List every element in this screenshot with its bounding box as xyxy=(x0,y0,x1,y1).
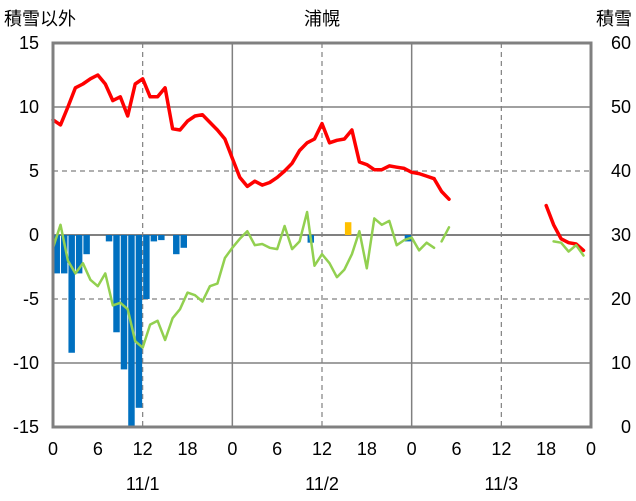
date-label-0: 11/1 xyxy=(126,474,160,494)
x-tick-8: 0 xyxy=(407,439,417,459)
bar-precip_snow-8 xyxy=(128,235,135,427)
bar-precip_snow-12 xyxy=(158,235,165,241)
bar-precip_snow-6 xyxy=(113,235,120,333)
x-tick-7: 18 xyxy=(357,439,377,459)
y-right-tick-3: 30 xyxy=(611,225,631,245)
x-tick-11: 18 xyxy=(536,439,556,459)
series-temperature-segment-1 xyxy=(51,73,436,189)
date-label-1: 11/2 xyxy=(305,474,339,494)
right-axis-title: 積雪 xyxy=(596,9,632,29)
grid-layer xyxy=(53,43,591,427)
y-left-tick-2: 5 xyxy=(29,161,39,181)
frame-layer xyxy=(51,41,593,429)
bar-precip_other-0 xyxy=(344,222,352,235)
x-tick-10: 12 xyxy=(491,439,511,459)
bar-precip_snow-13 xyxy=(173,235,180,255)
x-ticks: 0 6 12 18 0 6 12 18 0 6 12 18 0 xyxy=(48,439,596,459)
bar-precip_snow-2 xyxy=(68,235,75,353)
bar-precip_snow-3 xyxy=(75,235,83,274)
y-right-tick-0: 60 xyxy=(611,33,631,53)
series-temperature-segment-2 xyxy=(432,176,451,201)
bar-precip_snow-4 xyxy=(83,235,90,255)
y-right-tick-6: 0 xyxy=(621,417,631,437)
bar-precip_snow-9 xyxy=(135,235,143,408)
x-tick-2: 12 xyxy=(133,439,153,459)
x-tick-9: 6 xyxy=(451,439,461,459)
y-right-tick-1: 50 xyxy=(611,97,631,117)
y-left-tick-5: -10 xyxy=(13,353,39,373)
y-right-tick-2: 40 xyxy=(611,161,631,181)
y-left-tick-1: 10 xyxy=(19,97,39,117)
bar-precip_snow-1 xyxy=(60,235,68,274)
x-tick-5: 6 xyxy=(272,439,282,459)
y-left-tick-6: -15 xyxy=(13,417,39,437)
bar-precip_snow-7 xyxy=(120,235,128,370)
x-tick-3: 18 xyxy=(177,439,197,459)
x-tick-4: 0 xyxy=(227,439,237,459)
y-right-tick-5: 10 xyxy=(611,353,631,373)
series-wind-segment-3 xyxy=(552,240,585,257)
y-left-tick-3: 0 xyxy=(29,225,39,245)
y-right-tick-4: 20 xyxy=(611,289,631,309)
left-axis-title: 積雪以外 xyxy=(4,9,76,29)
y-left-ticks: 15 10 5 0 -5 -10 -15 xyxy=(13,33,39,437)
series-temperature-segment-3 xyxy=(544,203,586,253)
series-wind-segment-2 xyxy=(440,226,451,243)
x-tick-1: 6 xyxy=(93,439,103,459)
x-tick-6: 12 xyxy=(312,439,332,459)
y-left-tick-0: 15 xyxy=(19,33,39,53)
series-wind-segment-1 xyxy=(51,210,436,349)
x-tick-12: 0 xyxy=(586,439,596,459)
bar-precip_snow-11 xyxy=(150,235,158,242)
bar-precip_snow-0 xyxy=(53,235,60,274)
y-left-tick-4: -5 xyxy=(23,289,39,309)
bar-precip_snow-5 xyxy=(105,235,113,242)
plot-frame xyxy=(51,41,593,429)
y-right-ticks: 60 50 40 30 20 10 0 xyxy=(611,33,631,437)
date-label-2: 11/3 xyxy=(484,474,518,494)
chart-title: 浦幌 xyxy=(304,9,340,29)
bar-precip_snow-10 xyxy=(143,235,150,299)
x-tick-0: 0 xyxy=(48,439,58,459)
date-labels: 11/1 11/2 11/3 xyxy=(126,474,518,494)
bar-precip_snow-14 xyxy=(180,235,187,248)
